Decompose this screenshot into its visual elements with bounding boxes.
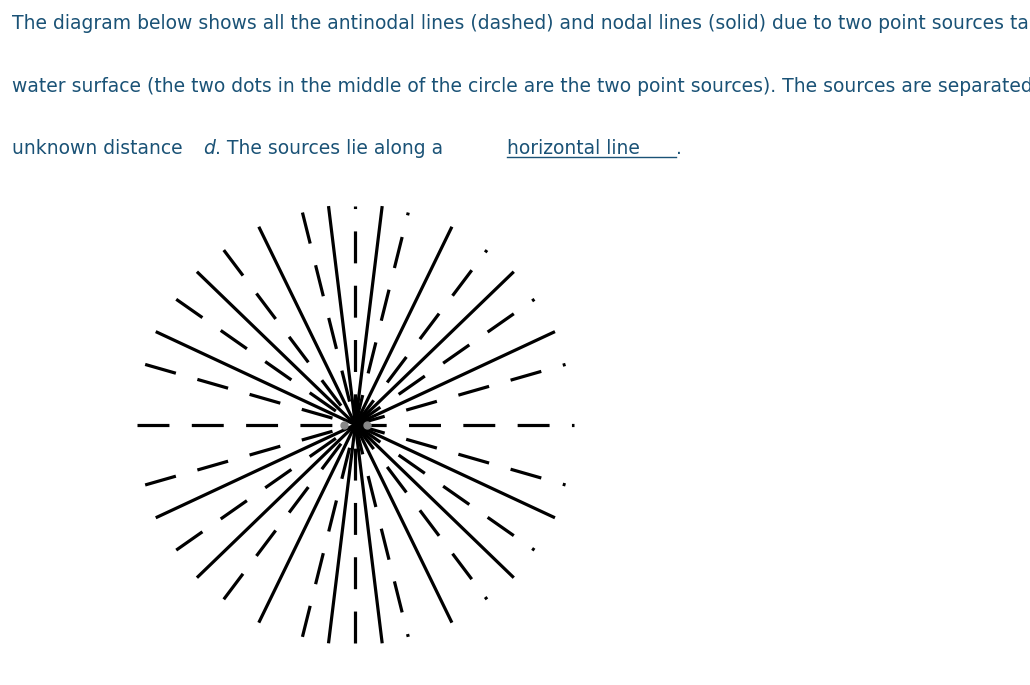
Text: unknown distance: unknown distance [12,139,188,158]
Text: d: d [204,139,215,158]
Text: .: . [676,139,682,158]
Text: . The sources lie along a: . The sources lie along a [215,139,449,158]
Text: The diagram below shows all the antinodal lines (dashed) and nodal lines (solid): The diagram below shows all the antinoda… [12,14,1030,34]
Text: horizontal line: horizontal line [508,139,641,158]
Text: water surface (the two dots in the middle of the circle are the two point source: water surface (the two dots in the middl… [12,77,1030,96]
